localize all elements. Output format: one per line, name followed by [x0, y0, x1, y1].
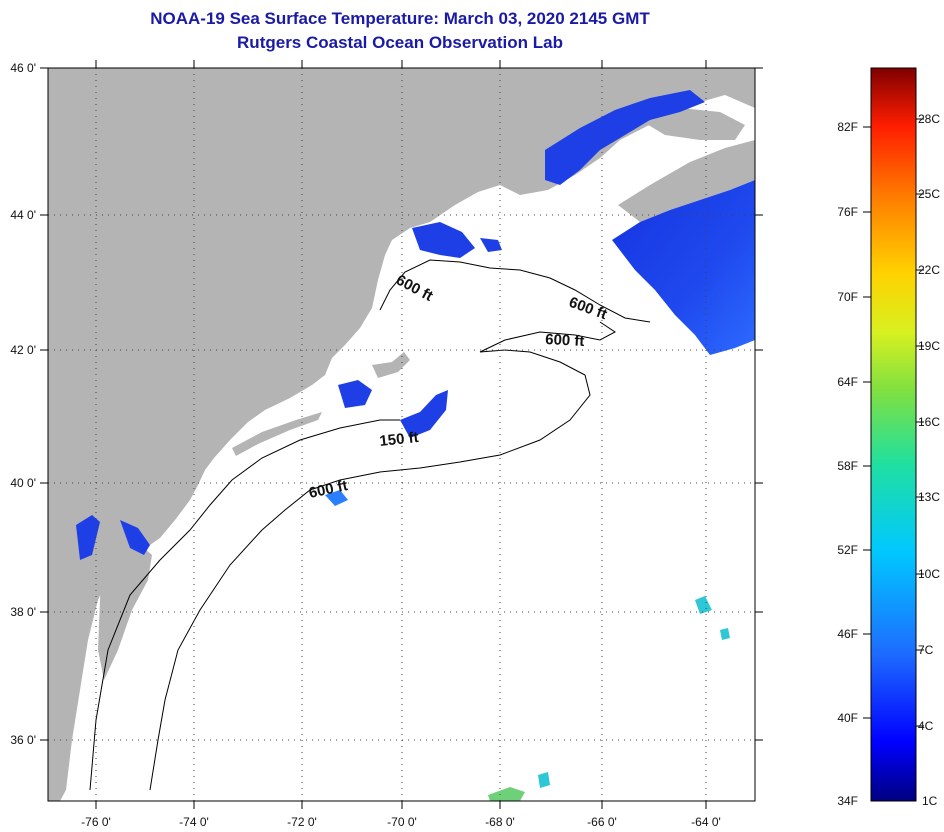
lat-label: 38 0' [10, 605, 36, 619]
sst-scotian-shelf [612, 180, 755, 355]
fahrenheit-label: 82F [837, 120, 858, 134]
colorbar-gradient [870, 67, 917, 802]
map-subtitle: Rutgers Coastal Ocean Observation Lab [237, 33, 563, 52]
lat-label: 44 0' [10, 208, 36, 222]
lon-label: -74 0' [179, 815, 209, 829]
lon-label: -68 0' [485, 815, 515, 829]
fahrenheit-label: 70F [837, 290, 858, 304]
celsius-label: 10C [918, 567, 940, 581]
celsius-label: 19C [918, 339, 940, 353]
fahrenheit-label: 46F [837, 627, 858, 641]
contour-georges [479, 321, 616, 353]
colorbar-ticks [863, 118, 924, 727]
contour-label: 150 ft [379, 429, 420, 450]
sst-patch-hudson [325, 490, 348, 506]
celsius-label: 1C [922, 794, 938, 808]
lat-label: 42 0' [10, 343, 36, 357]
land-cape-breton [640, 108, 745, 140]
lat-label: 36 0' [10, 733, 36, 747]
land-long-island [232, 412, 322, 456]
contour-600ft-shelf [149, 349, 591, 791]
map-ticks [40, 60, 763, 809]
land-mainland [48, 68, 755, 801]
sst-gulf-of-maine-patch [412, 222, 475, 258]
land-nova-scotia [618, 140, 755, 222]
celsius-label: 22C [918, 263, 940, 277]
map-title: NOAA-19 Sea Surface Temperature: March 0… [150, 9, 650, 28]
contour-gulf-of-maine [379, 259, 651, 323]
lon-label: -64 0' [691, 815, 721, 829]
fahrenheit-label: 76F [837, 205, 858, 219]
land-delmarva [98, 515, 152, 680]
contour-150ft [89, 419, 400, 791]
celsius-label: 25C [918, 187, 940, 201]
lat-label: 46 0' [10, 61, 36, 75]
sst-mass-bay [338, 380, 372, 408]
graticule [48, 68, 755, 801]
celsius-label: 4C [918, 719, 934, 733]
temperature-colorbar: 82F 76F 70F 64F 58F 52F 46F 40F 34F 28C … [837, 67, 940, 808]
celsius-label: 7C [918, 643, 934, 657]
sst-patch-east-2 [720, 628, 730, 640]
fahrenheit-label: 40F [837, 711, 858, 725]
sst-patch-east-1 [695, 596, 712, 614]
fahrenheit-label: 52F [837, 543, 858, 557]
sst-delaware-bay [120, 520, 150, 555]
lon-label: -66 0' [587, 815, 617, 829]
lon-label: -76 0' [81, 815, 111, 829]
land-cape-cod [372, 352, 410, 378]
lon-label: -72 0' [287, 815, 317, 829]
sst-bay-patch [480, 238, 502, 252]
sst-map: 46 0' 44 0' 42 0' 40 0' 38 0' 36 0' -76 … [10, 60, 763, 829]
fahrenheit-label: 34F [837, 794, 858, 808]
lat-label: 40 0' [10, 476, 36, 490]
contour-label: 600 ft [545, 331, 585, 350]
fahrenheit-label: 64F [837, 375, 858, 389]
celsius-label: 13C [918, 490, 940, 504]
sst-georges-patch [400, 390, 448, 438]
lon-label: -70 0' [387, 815, 417, 829]
sst-gulf-of-maine-north [545, 90, 705, 185]
fahrenheit-label: 58F [837, 459, 858, 473]
celsius-label: 16C [918, 415, 940, 429]
sst-patch-southeast-2 [538, 772, 550, 788]
sst-chesapeake-patch [76, 515, 100, 560]
sst-patch-southeast [488, 787, 525, 801]
celsius-label: 28C [918, 112, 940, 126]
